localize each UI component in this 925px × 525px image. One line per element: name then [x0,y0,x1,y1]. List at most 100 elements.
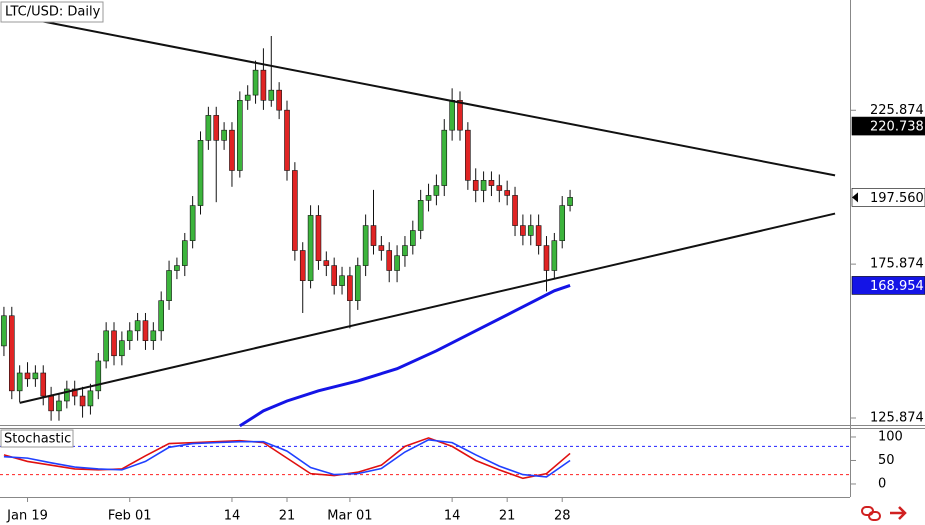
candle-body [315,215,322,261]
candle-body [119,340,125,357]
y-tick-label: 125.874 [870,411,924,426]
price-marker-label: 220.738 [870,120,924,135]
candle-body [8,315,15,392]
price-marker-arrow [852,192,858,203]
candle-body [527,225,534,236]
indicator-line [3,438,571,478]
candle-body [32,372,39,380]
x-tick-label: 21 [499,509,516,524]
candle-body [307,215,314,281]
candle-body [339,275,345,286]
x-tick-label: Mar 01 [327,509,372,524]
link-icon-part[interactable] [868,511,881,521]
candle-body [284,109,290,171]
candle-body [567,197,573,206]
candle-body [331,265,337,286]
price-marker-label: 197.560 [870,191,924,206]
candle-body [111,330,117,357]
candle-body [441,129,448,186]
y-tick-label: 175.874 [870,257,924,272]
candle-body [488,180,495,186]
candle-body [410,230,416,246]
candle-body [457,100,463,131]
candle-body [480,180,487,191]
candle-body [134,320,141,332]
title-box [0,1,104,23]
candle-body [370,225,377,246]
candle-body [496,185,503,191]
candle-body [174,265,180,271]
candle-body [504,190,510,196]
candle-body [158,300,164,332]
candle-body [150,330,157,341]
candle-body [512,195,518,226]
candle-body [142,320,149,341]
indicator-title-box [0,429,74,448]
x-tick-label: 14 [444,509,461,524]
candle-body [535,225,542,246]
candle-body [64,388,70,402]
candle-body [260,69,267,101]
x-tick-label: Feb 01 [108,509,152,524]
candle-body [433,185,440,196]
candle-body [394,255,400,271]
candle-body [520,225,526,236]
y-tick-label: 0 [878,476,886,491]
indicator-line [3,437,571,480]
candle-body [292,170,298,251]
candle-body [252,69,259,96]
candle-body [237,100,243,171]
x-tick-label: 21 [279,509,296,524]
candle-body [166,270,172,301]
candle-body [472,180,479,191]
candle-body [362,225,369,266]
candle-body [449,100,455,131]
y-tick-label: 50 [878,453,895,468]
candle-body [402,245,408,257]
y-tick-label: 225.874 [870,103,924,118]
candle-body [95,360,102,392]
candle-body [417,200,424,231]
trendline [19,212,836,404]
candle-body [386,250,393,271]
candle-body [213,115,220,141]
candle-body [24,372,31,380]
indicator-title: Stochastic [4,432,71,447]
candle-body [16,372,23,392]
x-tick-label: 14 [224,509,241,524]
candle-body [87,390,94,407]
candle-body [347,275,353,301]
price-marker [851,276,925,295]
candle-body [197,140,204,206]
candle-body [244,94,251,101]
candle-body [276,89,282,111]
candle-body [354,265,361,301]
y-tick-label: 100 [878,429,903,444]
candle-body [378,245,385,251]
price-marker [851,116,925,136]
candle-body [551,240,558,271]
candle-body [559,205,566,241]
candle-body [48,395,54,412]
candle-body [205,115,212,141]
scroll-icon[interactable] [890,506,907,520]
candle-body [268,89,275,101]
candle-body [1,315,7,347]
candle-body [181,240,188,266]
candle-body [79,395,86,407]
candle-body [299,250,306,281]
candle-body [56,400,62,412]
candle-body [40,372,47,397]
link-icon[interactable] [861,506,881,521]
candle-body [323,260,330,266]
x-tick-label: 28 [554,509,571,524]
trendline [35,19,836,177]
candle-body [71,388,78,397]
candle-body [229,129,235,171]
moving-average [239,284,571,428]
candle-body [221,129,227,141]
candle-body [425,195,432,201]
